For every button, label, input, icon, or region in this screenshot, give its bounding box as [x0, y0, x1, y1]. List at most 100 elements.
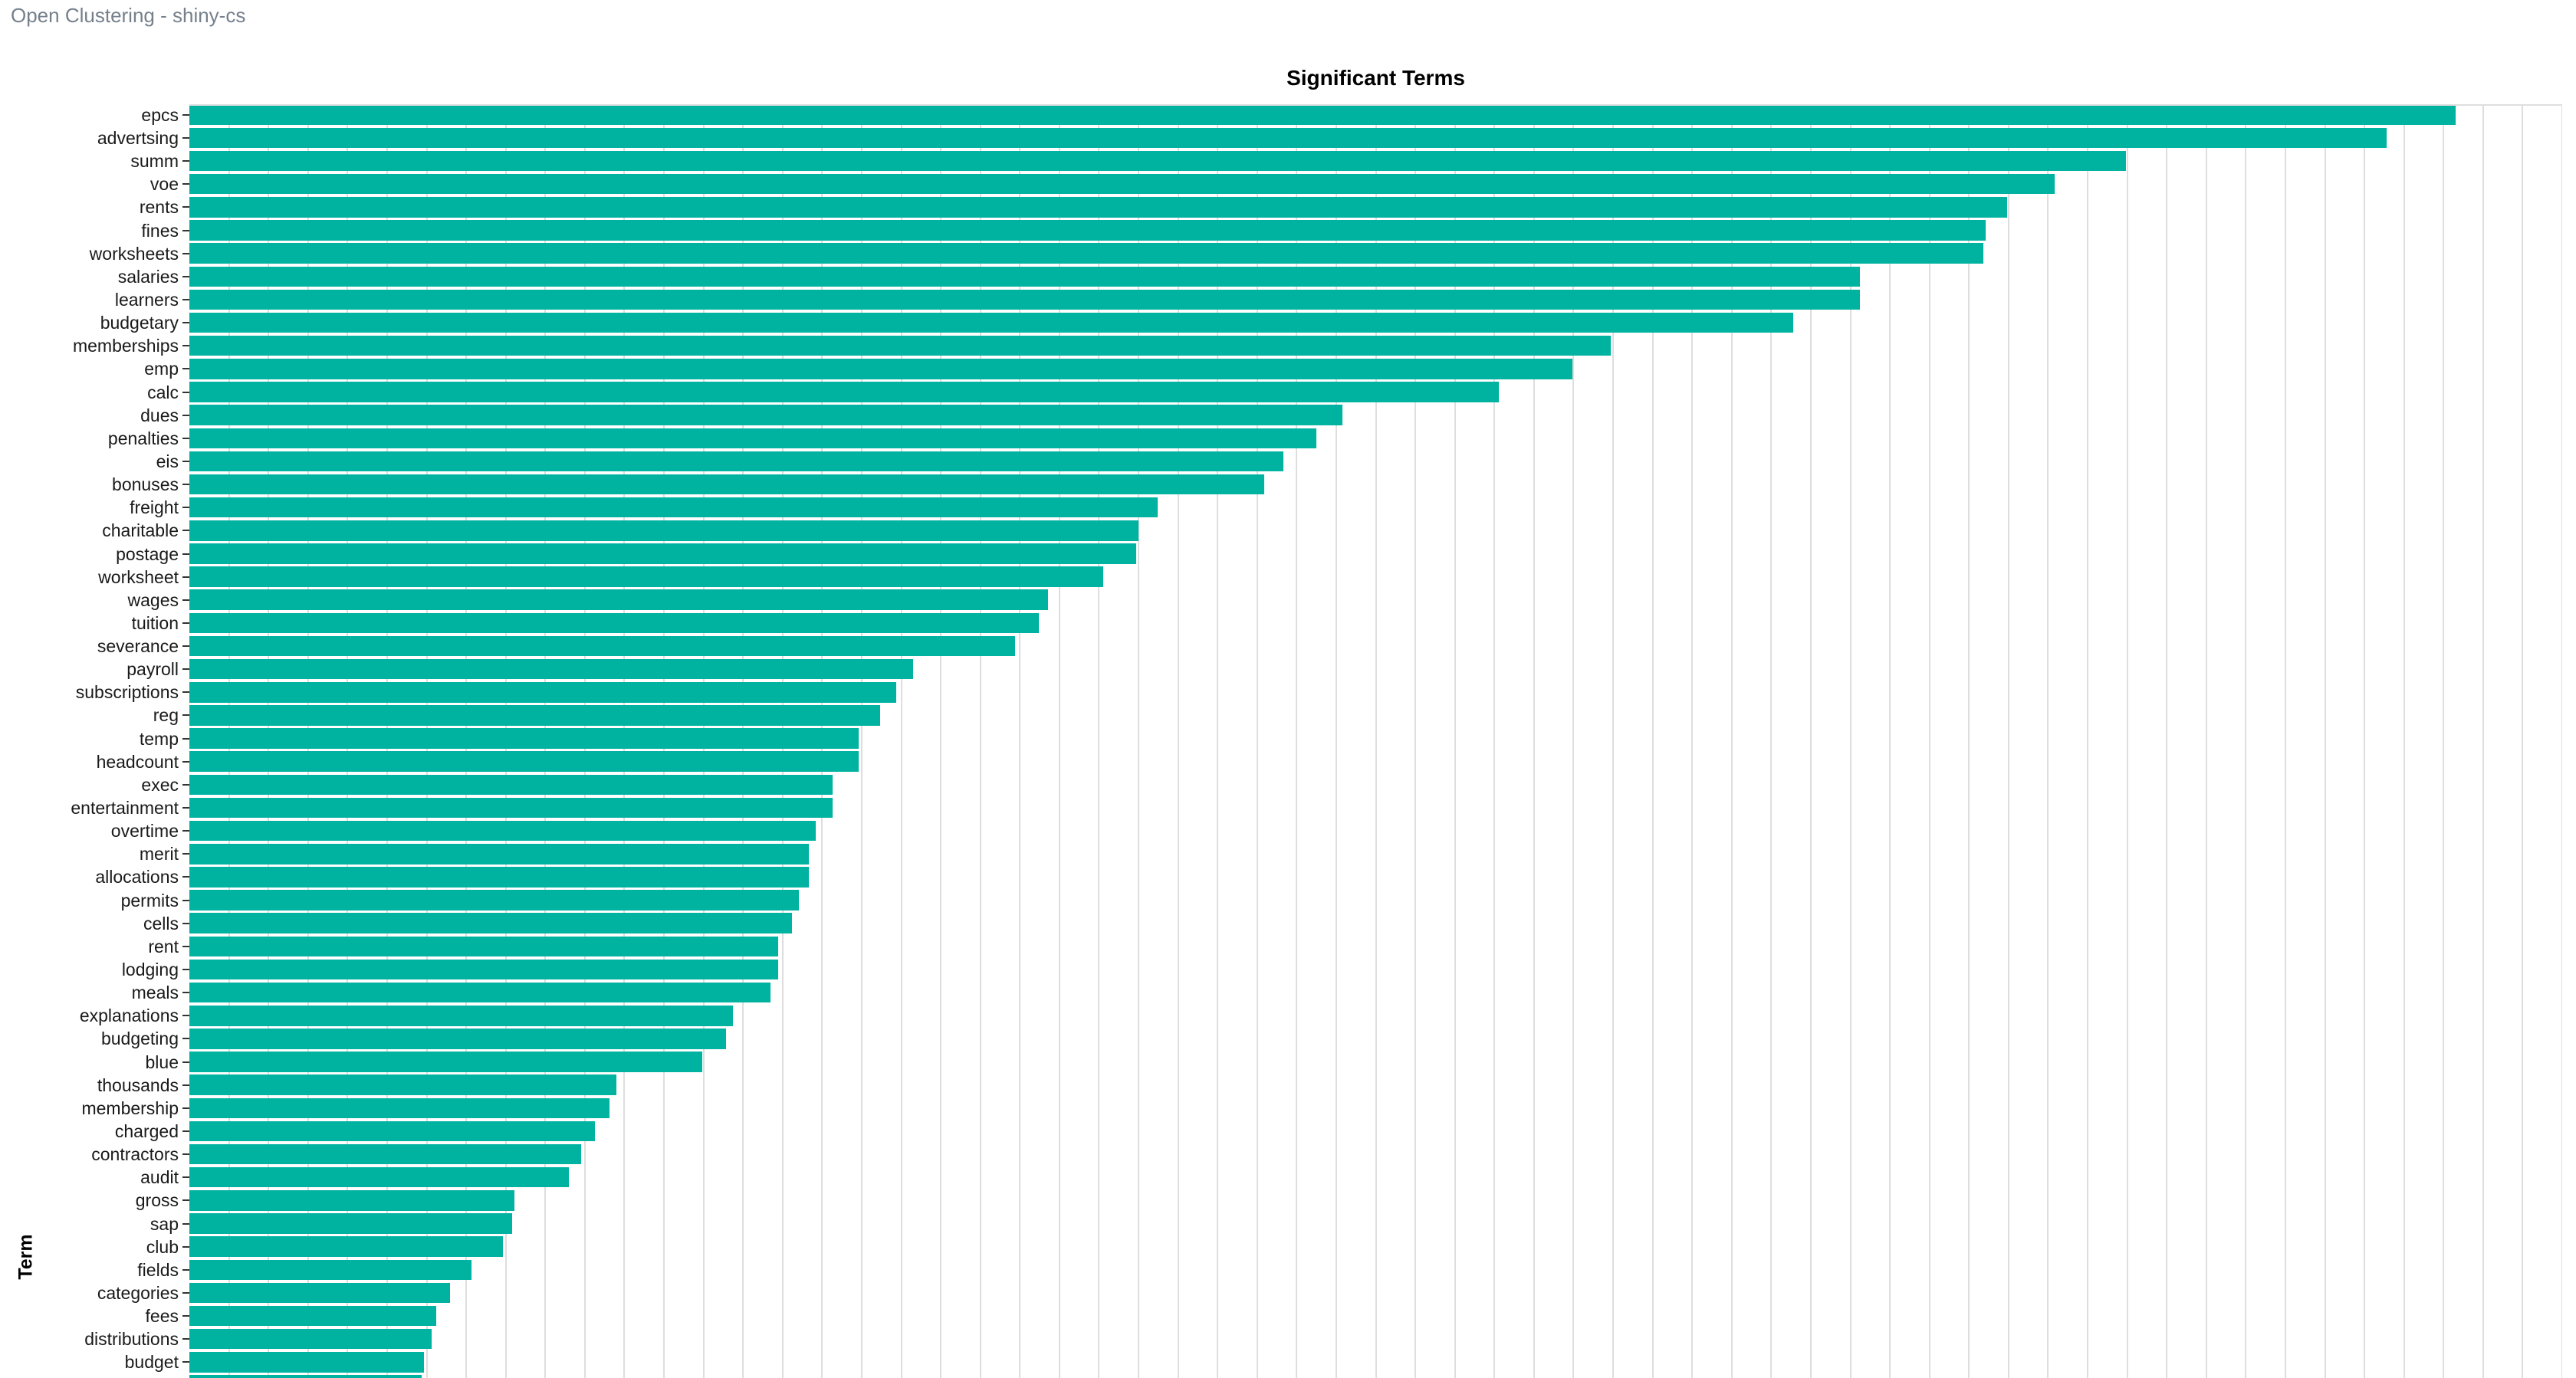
- bar-bonuses: [189, 474, 1264, 495]
- vertical-gridline: [2166, 104, 2168, 1378]
- y-tick-mark: [182, 1061, 189, 1063]
- bar-summ: [189, 150, 2126, 172]
- bar-fines: [189, 220, 1986, 241]
- y-tick-label: subscriptions: [75, 682, 179, 703]
- y-tick-label: tuition: [131, 612, 179, 633]
- y-tick-mark: [182, 252, 189, 254]
- bar-severance: [189, 635, 1016, 657]
- bar-blue: [189, 1052, 702, 1072]
- y-tick-label: penalties: [107, 428, 179, 448]
- y-tick-mark: [182, 922, 189, 924]
- bar-tuition: [189, 612, 1039, 634]
- y-tick-mark: [182, 136, 189, 139]
- y-tick-label: rent: [148, 936, 179, 956]
- vertical-gridline: [1414, 104, 1417, 1378]
- vertical-gridline: [1138, 104, 1139, 1378]
- y-tick-label: worksheet: [98, 566, 179, 587]
- y-tick-mark: [182, 1015, 189, 1017]
- y-tick-mark: [182, 322, 189, 324]
- bar-permits: [189, 890, 800, 910]
- y-tick-label: worksheets: [89, 243, 179, 264]
- vertical-gridline: [1730, 104, 1733, 1378]
- vertical-gridline: [2205, 104, 2207, 1378]
- y-tick-label: emp: [144, 359, 179, 379]
- vertical-gridline: [2245, 104, 2247, 1378]
- y-tick-mark: [182, 807, 189, 809]
- vertical-gridline: [1058, 104, 1060, 1378]
- y-tick-label: entertainment: [71, 798, 179, 818]
- y-tick-mark: [182, 783, 189, 786]
- vertical-gridline: [1098, 104, 1100, 1378]
- y-tick-mark: [182, 1268, 189, 1271]
- vertical-gridline: [2561, 104, 2562, 1378]
- bar-charitable: [189, 520, 1138, 541]
- vertical-gridline: [1968, 104, 1970, 1378]
- bar-thousands: [189, 1075, 617, 1095]
- bar-temp: [189, 728, 859, 749]
- vertical-gridline: [2443, 104, 2445, 1378]
- vertical-gridline: [1928, 104, 1930, 1378]
- y-tick-mark: [182, 1199, 189, 1202]
- y-tick-mark: [182, 160, 189, 162]
- bar-budgeting: [189, 1029, 726, 1049]
- y-tick-mark: [182, 622, 189, 624]
- y-tick-mark: [182, 899, 189, 901]
- vertical-gridline: [1493, 104, 1496, 1378]
- bar-categories: [189, 1282, 451, 1304]
- y-tick-label: club: [146, 1236, 179, 1257]
- y-tick-label: calc: [147, 382, 179, 402]
- y-tick-mark: [182, 876, 189, 878]
- vertical-gridline: [2403, 104, 2405, 1378]
- y-tick-mark: [182, 668, 189, 671]
- vertical-gridline: [1375, 104, 1377, 1378]
- bar-worksheets: [189, 243, 1983, 264]
- y-tick-mark: [182, 1084, 189, 1086]
- y-tick-mark: [182, 1361, 189, 1363]
- plot-panel: [189, 104, 2562, 1378]
- vertical-gridline: [1572, 104, 1575, 1378]
- bar-dues: [189, 405, 1343, 425]
- y-tick-label: temp: [139, 728, 179, 749]
- y-tick-label: freight: [130, 497, 179, 518]
- vertical-gridline: [1454, 104, 1456, 1378]
- bar-exec: [189, 774, 833, 796]
- vertical-gridline: [2482, 104, 2484, 1378]
- vertical-gridline: [1651, 104, 1654, 1378]
- bar-reg: [189, 705, 880, 726]
- panel-top-border: [189, 104, 2562, 106]
- bar-learners: [189, 289, 1860, 310]
- vertical-gridline: [2364, 104, 2366, 1378]
- vertical-gridline: [1296, 104, 1298, 1378]
- y-tick-label: gross: [135, 1190, 179, 1211]
- app-title: Open Clustering - shiny-cs: [11, 4, 246, 27]
- bar-fields: [189, 1259, 472, 1281]
- y-tick-mark: [182, 1153, 189, 1156]
- bar-penalties: [189, 428, 1317, 449]
- bar-headcount: [189, 751, 859, 772]
- y-tick-mark: [182, 530, 189, 532]
- bar-contractors: [189, 1143, 581, 1165]
- y-tick-label: blue: [145, 1052, 179, 1072]
- y-tick-mark: [182, 206, 189, 208]
- y-tick-mark: [182, 830, 189, 832]
- bar-charged: [189, 1120, 596, 1142]
- y-tick-mark: [182, 298, 189, 300]
- bar-budget: [189, 1352, 425, 1373]
- vertical-gridline: [2047, 104, 2049, 1378]
- bar-emp: [189, 359, 1573, 379]
- y-tick-mark: [182, 760, 189, 763]
- y-tick-label: salaries: [117, 266, 179, 287]
- y-tick-label: categories: [97, 1282, 179, 1303]
- y-tick-label: membership: [81, 1097, 179, 1118]
- y-tick-mark: [182, 1222, 189, 1225]
- y-tick-label: postage: [116, 543, 179, 564]
- y-tick-label: budgetary: [100, 313, 179, 333]
- bar-advertsing: [189, 127, 2387, 149]
- bar-overtime: [189, 820, 816, 842]
- y-tick-mark: [182, 691, 189, 694]
- vertical-gridline: [1809, 104, 1812, 1378]
- vertical-gridline: [900, 104, 902, 1378]
- y-tick-label: memberships: [72, 336, 179, 356]
- vertical-gridline: [1889, 104, 1891, 1378]
